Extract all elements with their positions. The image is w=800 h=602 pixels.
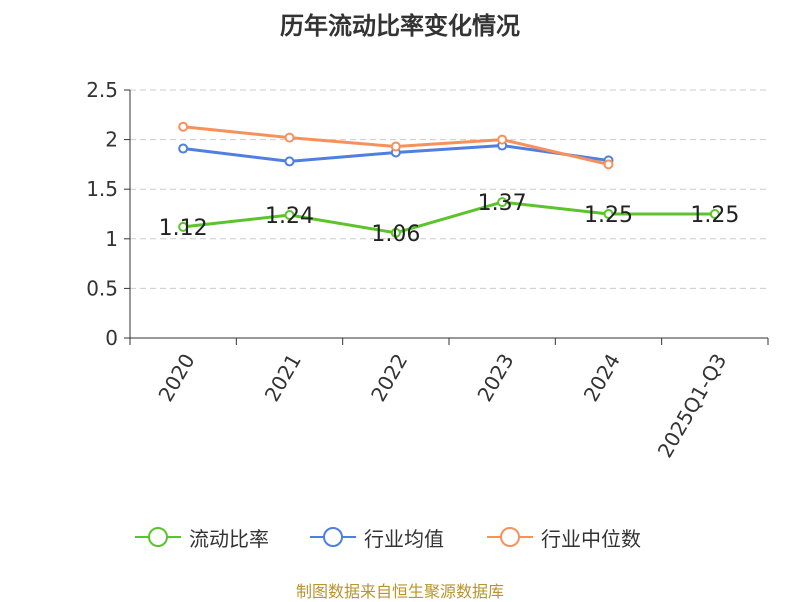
y-tick-label: 1.5: [86, 177, 118, 201]
data-point: [497, 134, 508, 145]
data-label: 1.25: [690, 203, 739, 228]
y-tick-label: 0.5: [86, 276, 118, 300]
legend-marker-industry-mean: [310, 527, 356, 547]
legend-item-current-ratio[interactable]: 流动比率: [135, 520, 269, 554]
data-point: [390, 227, 401, 238]
legend-label-current-ratio: 流动比率: [189, 526, 269, 551]
chart-title: 历年流动比率变化情况: [280, 12, 520, 40]
legend-label-industry-mean: 行业均值: [364, 526, 444, 551]
data-point: [284, 209, 295, 220]
data-label: 1.25: [584, 203, 633, 228]
axes: 0 0.5 1 1.5 2 2.5 2020 2021 2022 2023 2024 2025Q1-Q…: [86, 78, 769, 462]
y-tick-label: 1: [105, 227, 118, 251]
data-label: 1.24: [265, 204, 314, 229]
data-point: [497, 197, 508, 208]
data-point: [178, 221, 189, 232]
data-point: [603, 209, 614, 219]
legend-marker-industry-median: [487, 527, 533, 547]
data-point: [178, 121, 189, 132]
legend-item-industry-median[interactable]: 行业中位数: [487, 520, 641, 554]
source-note: 制图数据来自恒生聚源数据库: [295, 582, 504, 601]
x-tick-label: 2021: [260, 350, 306, 406]
data-point: [390, 141, 401, 152]
legend: 流动比率 行业均值 行业中位数: [0, 520, 800, 554]
data-label: 1.12: [159, 216, 208, 241]
data-point: [284, 156, 295, 167]
data-point: [284, 132, 295, 143]
data-label: 1.06: [371, 222, 420, 247]
x-tick-label: 2024: [579, 350, 625, 406]
x-tick-label: 2025Q1-Q3: [653, 350, 732, 462]
y-tick-label: 0: [105, 326, 118, 350]
x-tick-label: 2020: [153, 350, 199, 406]
y-tick-label: 2: [105, 128, 118, 152]
data-point: [178, 143, 189, 154]
x-tick-label: 2022: [366, 350, 412, 406]
data-labels: 1.12 1.24 1.06 1.37 1.25 1.25: [159, 191, 740, 247]
data-point: [709, 209, 720, 219]
series: [178, 121, 720, 238]
y-tick-label: 2.5: [86, 78, 118, 102]
legend-label-industry-median: 行业中位数: [541, 526, 641, 551]
legend-marker-current-ratio: [135, 527, 181, 547]
series-line-0: [182, 200, 715, 235]
data-point: [603, 159, 614, 170]
legend-item-industry-mean[interactable]: 行业均值: [310, 520, 444, 554]
grid-lines: [130, 89, 768, 289]
data-label: 1.37: [478, 191, 527, 216]
x-tick-label: 2023: [472, 349, 518, 405]
